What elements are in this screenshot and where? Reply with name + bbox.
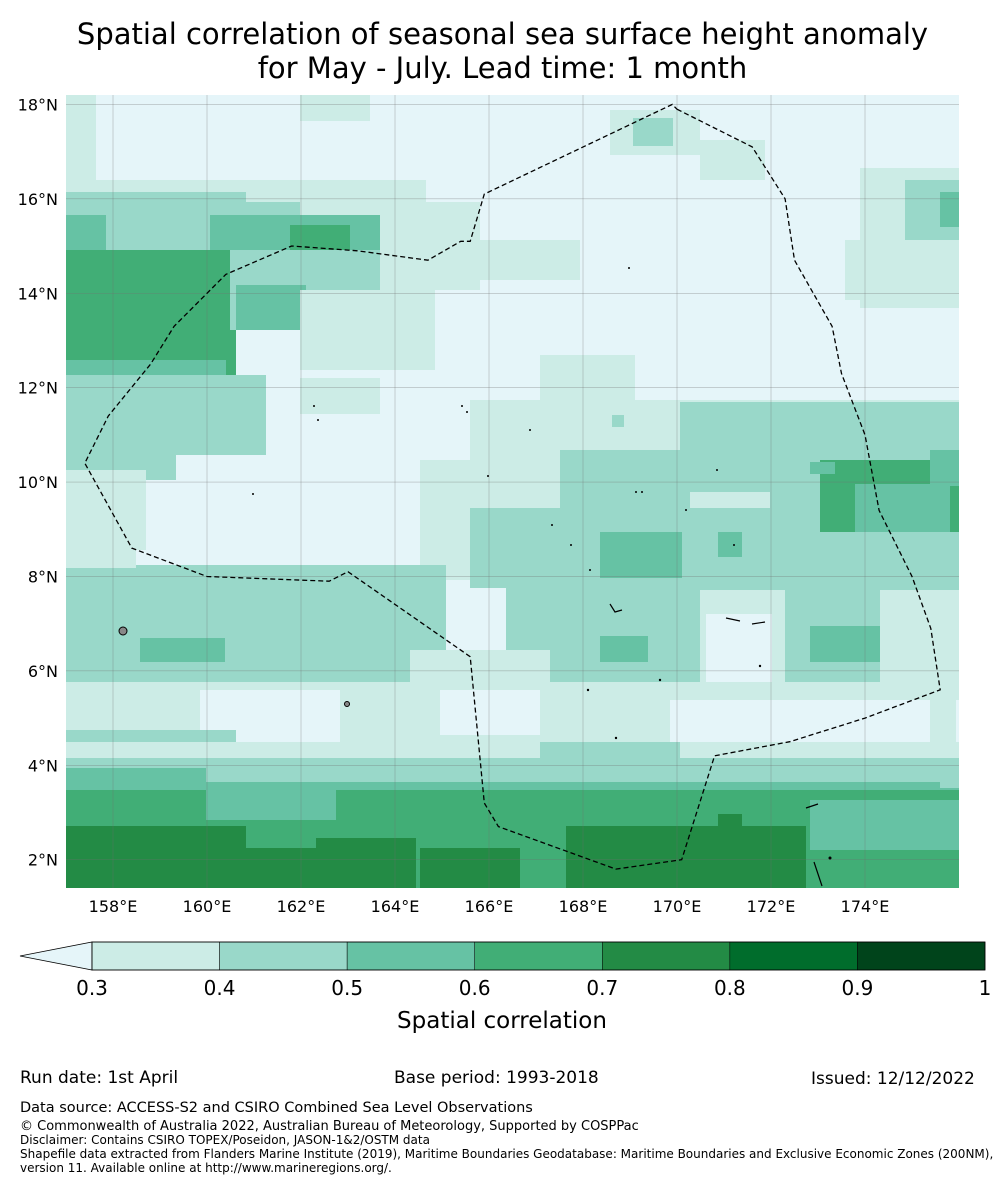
lon-tick-label: 172°E [747,897,796,916]
lon-tick-label: 168°E [559,897,608,916]
colorbar-segment [729,941,858,971]
map-title-line-2: for May - July. Lead time: 1 month [257,51,748,85]
lat-tick-label: 2°N [28,851,58,870]
latitude-tick-labels: 2°N 4°N 6°N 8°N 10°N 12°N 14°N 16°N 18°N [18,95,58,869]
lon-tick-label: 162°E [277,897,326,916]
lat-tick-label: 6°N [28,662,58,681]
lon-tick-label: 170°E [653,897,702,916]
longitude-tick-labels: 158°E 160°E 162°E 164°E 166°E 168°E 170°E 172°E… [89,897,890,916]
lat-tick-label: 8°N [28,567,58,586]
colorbar-segment [474,941,603,971]
colorbar-segment [219,941,348,971]
islands [118,267,832,887]
data-source: Data source: ACCESS-S2 and CSIRO Combine… [20,1100,533,1116]
island-nauru [344,701,350,707]
colorbar-segments [91,941,986,971]
colorbar-tick-label: 1 [979,976,992,1000]
shapefile-credit-line-2: version 11. Available online at http://w… [20,1161,392,1175]
issued-date: Issued: 12/12/2022 [811,1069,975,1089]
island-kosrae [118,626,128,636]
colorbar-segment [346,941,475,971]
lon-tick-label: 166°E [465,897,514,916]
lat-tick-label: 10°N [18,473,58,492]
colorbar-segment [857,941,986,971]
colorbar-tick-label: 0.3 [76,976,108,1000]
lat-tick-label: 18°N [18,95,58,114]
lat-tick-label: 14°N [18,284,58,303]
atolls [609,603,823,887]
disclaimer: Disclaimer: Contains CSIRO TOPEX/Poseido… [20,1133,430,1147]
colorbar-label: Spatial correlation [397,1008,607,1034]
lon-tick-label: 164°E [371,897,420,916]
colorbar-tick-labels: 0.3 0.4 0.5 0.6 0.7 0.8 0.9 1 [76,976,991,1000]
eez-boundary-line [84,103,941,870]
map-title-line-1: Spatial correlation of seasonal sea surf… [76,17,929,51]
lon-tick-label: 160°E [183,897,232,916]
colorbar-tick-label: 0.6 [459,976,491,1000]
colorbar-tick-label: 0.4 [204,976,236,1000]
map-figure: 158°E 160°E 162°E 164°E 166°E 168°E 170°E 172°E… [18,95,991,1034]
shapefile-credit-line-1: Shapefile data extracted from Flanders M… [20,1147,994,1161]
colorbar-tick-label: 0.7 [586,976,618,1000]
colorbar-segment [91,941,220,971]
lon-tick-label: 174°E [841,897,890,916]
eez-boundary [84,103,941,870]
lat-tick-label: 4°N [28,756,58,775]
colorbar-segment [602,941,731,971]
lat-tick-label: 16°N [18,190,58,209]
colorbar: 0.3 0.4 0.5 0.6 0.7 0.8 0.9 1 Spatial correlati… [19,941,991,1034]
colorbar-extend-arrow [19,941,93,971]
map-gridlines [66,95,959,888]
run-date: Run date: 1st April [20,1068,179,1088]
colorbar-tick-label: 0.5 [331,976,363,1000]
correlation-field [66,95,959,888]
base-period: Base period: 1993-2018 [394,1068,599,1088]
lon-tick-label: 158°E [89,897,138,916]
colorbar-outline [91,941,986,971]
colorbar-tick-label: 0.8 [714,976,746,1000]
copyright-notice: © Commonwealth of Australia 2022, Austra… [20,1119,639,1134]
colorbar-tick-label: 0.9 [842,976,874,1000]
lat-tick-label: 12°N [18,379,58,398]
